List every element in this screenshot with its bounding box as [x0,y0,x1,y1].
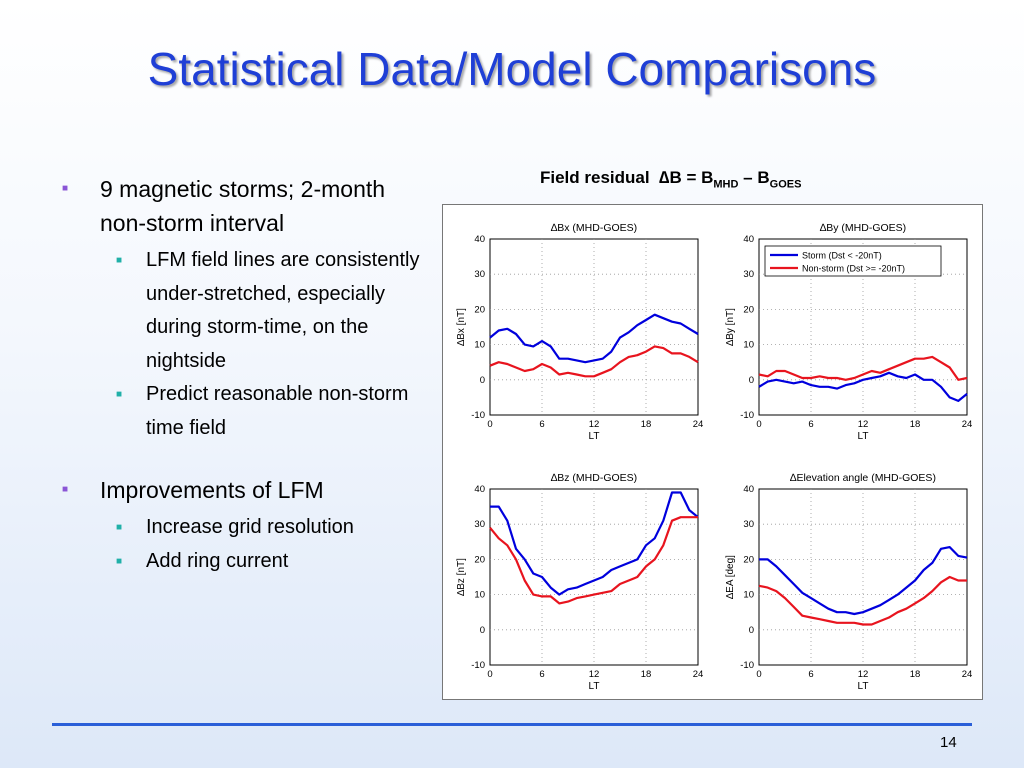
y-tick-label: 10 [474,340,485,351]
legend-label: Non-storm (Dst >= -20nT) [802,264,905,274]
figure-panel: 0 6 12 18 24 -10 0 10 20 30 40 LT ∆Bx [nT] ∆Bx (MHD-G… [442,204,983,700]
chart-title: ∆Bx (MHD-GOES) [551,222,637,234]
x-tick-label: 12 [858,669,869,680]
caption-prefix: Field residual [540,168,650,187]
y-axis-label: ∆Bx [nT] [456,308,467,346]
x-tick-label: 12 [589,669,600,680]
x-tick-label: 6 [808,419,813,430]
x-tick-label: 12 [858,419,869,430]
x-tick-label: 6 [539,419,544,430]
x-tick-label: 24 [693,419,704,430]
sub-bullet-grid-resolution: ■ Increase grid resolution [62,511,432,545]
chart-title: ∆By (MHD-GOES) [820,222,906,234]
y-axis-label: ∆Bz [nT] [456,558,467,596]
y-tick-label: -10 [471,410,485,421]
y-tick-label: 40 [743,234,754,245]
x-tick-label: 0 [756,419,761,430]
footer-rule [52,723,972,726]
y-tick-label: 20 [474,554,485,565]
y-tick-label: 20 [743,554,754,565]
series-line-storm [758,371,968,402]
page-number: 14 [940,734,957,751]
y-tick-label: 30 [474,269,485,280]
legend-label: Storm (Dst < -20nT) [802,251,882,261]
caption-minus: – B [738,168,770,187]
y-tick-label: 40 [743,484,754,495]
y-tick-label: -10 [471,660,485,671]
y-tick-label: 0 [749,625,754,636]
y-tick-label: 30 [743,269,754,280]
x-tick-label: 24 [962,669,973,680]
bullet-marker-icon: ■ [62,484,69,495]
sub-bullet-text: Predict reasonable non-storm time field [146,383,409,439]
series-line-nonstorm [758,355,968,381]
y-tick-label: 0 [480,375,485,386]
x-tick-label: 18 [641,419,652,430]
x-tick-label: 12 [589,419,600,430]
sub-bullet-marker-icon: ■ [116,389,123,400]
caption-goes: GOES [769,178,802,191]
bullet-list: ■ 9 magnetic storms; 2-month non-storm i… [62,172,432,578]
bullet-storms: ■ 9 magnetic storms; 2-month non-storm i… [62,172,432,240]
y-tick-label: 30 [743,519,754,530]
x-tick-label: 18 [910,669,921,680]
x-tick-label: 6 [539,669,544,680]
y-tick-label: 20 [743,304,754,315]
x-tick-label: 18 [641,669,652,680]
sub-bullet-ring-current: ■ Add ring current [62,545,432,579]
y-tick-label: 0 [749,375,754,386]
bullet-text: 9 magnetic storms; 2-month non-storm int… [100,176,386,236]
series-line-nonstorm [489,516,698,605]
series-line-storm [759,546,968,616]
x-tick-label: 0 [756,669,761,680]
sub-bullet-understretched: ■ LFM field lines are consistently under… [62,244,432,378]
y-tick-label: 30 [474,519,485,530]
x-tick-label: 24 [962,419,973,430]
slide-title: Statistical Data/Model Comparisons [147,43,877,95]
series-line-storm [490,491,699,596]
bullet-improvements: ■ Improvements of LFM [62,473,432,507]
figure-caption: Field residual ∆B = BMHD – BGOES [540,168,801,190]
y-tick-label: 10 [474,590,485,601]
x-tick-label: 6 [808,669,813,680]
caption-delta-b: ∆B = B [659,168,714,187]
series-line-nonstorm [758,575,967,626]
x-axis-label: LT [858,431,869,442]
chart-title: ∆Bz (MHD-GOES) [551,472,637,484]
y-tick-label: 20 [474,304,485,315]
sub-bullet-nonstorm: ■ Predict reasonable non-storm time fiel… [62,378,432,445]
y-tick-label: 40 [474,484,485,495]
x-axis-label: LT [589,681,600,692]
sub-bullet-text: LFM field lines are consistently under-s… [146,249,420,372]
x-tick-label: 0 [487,419,492,430]
y-tick-label: -10 [740,660,754,671]
sub-bullet-text: Add ring current [146,549,289,572]
chart-title: ∆Elevation angle (MHD-GOES) [790,472,936,484]
y-axis-label: ∆By [nT] [725,308,736,346]
x-tick-label: 0 [487,669,492,680]
sub-bullet-text: Increase grid resolution [146,516,354,538]
series-line-storm [489,313,699,364]
legend-box [764,245,942,277]
x-axis-label: LT [858,681,869,692]
y-tick-label: 10 [743,340,754,351]
y-tick-label: 0 [480,625,485,636]
x-tick-label: 18 [910,419,921,430]
y-tick-label: 10 [743,590,754,601]
series-line-nonstorm [489,345,699,378]
x-tick-label: 24 [693,669,704,680]
y-axis-label: ∆EA [deg] [725,555,736,599]
sub-bullet-marker-icon: ■ [116,522,123,533]
x-axis-label: LT [589,431,600,442]
y-tick-label: 40 [474,234,485,245]
bullet-text: Improvements of LFM [100,477,324,503]
sub-bullet-marker-icon: ■ [116,555,123,567]
bullet-marker-icon: ■ [62,183,69,194]
y-tick-label: -10 [740,410,754,421]
sub-bullet-marker-icon: ■ [116,255,123,266]
caption-mhd: MHD [713,178,739,191]
